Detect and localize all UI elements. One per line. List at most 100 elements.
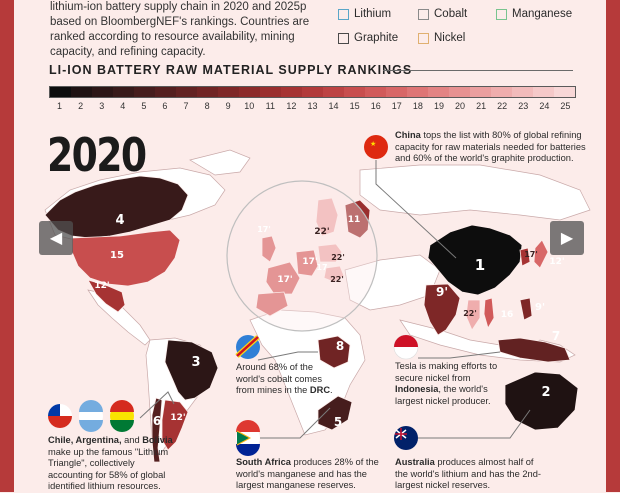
rank-label-drc: 8: [336, 339, 344, 353]
cobalt-swatch: [418, 8, 429, 20]
scale-label-5: 5: [141, 101, 147, 111]
country-drc: [317, 335, 351, 369]
rank-label-poland: 22': [331, 253, 345, 262]
next-button[interactable]: ▶: [550, 221, 584, 255]
lithium-triangle-annotation: Chile, Argentina, and Bolivia make up th…: [48, 435, 178, 493]
scale-label-15: 15: [349, 101, 360, 111]
rank-label-india: 9': [436, 285, 448, 299]
rank-label-mexico: 12': [94, 281, 109, 291]
scale-label-22: 22: [497, 101, 508, 111]
scale-label-11: 11: [265, 101, 275, 111]
china-annotation-text: tops the list with 80% of global refinin…: [395, 130, 586, 163]
legend-nickel: Nickel: [418, 32, 465, 44]
legend-label: Manganese: [512, 8, 573, 20]
australia-leader-line: [418, 409, 531, 439]
scale-swatch-15: [344, 87, 365, 97]
south-africa-text: produces 28% of the world's manganese an…: [236, 457, 379, 490]
country-germany: [295, 249, 319, 277]
country-chile: [151, 397, 163, 463]
australia-bold: Australia: [395, 457, 435, 467]
scale-swatch-3: [92, 87, 113, 97]
rank-label-germany: 17: [316, 263, 327, 272]
scale-label-24: 24: [539, 101, 550, 111]
south-africa-bold: South Africa: [236, 457, 291, 467]
legend-label: Cobalt: [434, 8, 468, 20]
triangle-and: and: [121, 435, 143, 445]
country-south-africa: [317, 395, 353, 431]
left-border: [0, 0, 14, 492]
country-spain: [255, 291, 289, 317]
scale-label-25: 25: [560, 101, 571, 111]
chile-flag-icon: [48, 404, 72, 428]
nickel-swatch: [418, 32, 429, 44]
scale-swatch-7: [176, 87, 197, 97]
scale-label-2: 2: [78, 101, 84, 111]
europe-zoom-circle: [226, 180, 378, 332]
scale-swatch-14: [323, 87, 344, 97]
scale-label-21: 21: [476, 101, 487, 111]
country-hungary: [323, 265, 345, 283]
scale-label-9: 9: [225, 101, 231, 111]
drc-annotation: Around 68% of the world's cobalt comes f…: [236, 362, 342, 397]
indonesia-leader-line: [418, 351, 501, 359]
scale-swatch-1: [50, 87, 71, 97]
scale-label-12: 12: [286, 101, 297, 111]
country-finland: [315, 197, 339, 237]
scale-swatch-18: [407, 87, 428, 97]
scale-label-4: 4: [120, 101, 126, 111]
tesla-annotation-text: Tesla is making efforts to secure nickel…: [395, 361, 498, 383]
triangle-bold-countries: Chile, Argentina,: [48, 435, 122, 445]
legend-lithium: Lithium: [338, 8, 391, 20]
rank-label-australia: 2: [541, 385, 550, 400]
chevron-left-icon: ◀: [49, 230, 63, 247]
scale-swatch-11: [260, 87, 281, 97]
scale-swatch-8: [197, 87, 218, 97]
country-mexico: [87, 279, 126, 313]
rank-label-south-africa: 5: [334, 415, 342, 429]
year-heading: 2020: [47, 128, 147, 182]
triangle-bold-bolivia: Bolivia: [142, 435, 173, 445]
tesla-annotation: Tesla is making efforts to secure nickel…: [395, 361, 505, 407]
rank-label-brazil: 3: [191, 355, 200, 370]
right-border: [606, 0, 620, 492]
lithium-swatch: [338, 8, 349, 20]
rank-label-argentina: 12': [170, 413, 185, 423]
rank-label-france: 17': [302, 257, 317, 267]
country-vietnam: [483, 297, 495, 329]
country-russia: [344, 199, 371, 239]
china-annotation-bold: China: [395, 130, 421, 140]
scale-swatch-20: [449, 87, 470, 97]
scale-label-7: 7: [183, 101, 189, 111]
triangle-leader-line: [139, 391, 175, 419]
rank-label-spain: 17': [277, 275, 292, 285]
country-france: [265, 261, 301, 295]
scale-label-6: 6: [162, 101, 168, 111]
indonesia-flag-icon: [393, 334, 419, 360]
rank-label-south-korea: 12': [549, 257, 564, 267]
scale-swatch-10: [239, 87, 260, 97]
scale-label-20: 20: [455, 101, 466, 111]
country-south-korea: [519, 247, 531, 267]
legend-cobalt: Cobalt: [418, 8, 467, 20]
rank-label-finland: 22': [314, 227, 329, 237]
country-china: [427, 224, 523, 296]
south-africa-flag-icon: [236, 420, 260, 456]
argentina-flag-icon: [79, 400, 103, 432]
china-leader-line: [375, 160, 457, 259]
drc-annotation-text: Around 68% of the world's cobalt comes f…: [236, 362, 322, 395]
scale-swatch-4: [113, 87, 134, 97]
china-flag-icon: ★: [364, 135, 388, 159]
scale-swatch-9: [218, 87, 239, 97]
rank-label-philippines: 9': [535, 302, 545, 313]
svg-text:★: ★: [370, 140, 376, 148]
rank-label-united-states: 15: [110, 250, 124, 261]
tesla-annotation-end: , the world's largest nickel producer.: [395, 384, 491, 406]
rank-label-china: 1: [475, 256, 485, 274]
scale-swatch-25: [554, 87, 575, 97]
south-africa-leader-line: [250, 407, 331, 439]
drc-leader-line: [257, 351, 318, 361]
rank-label-chile: 6: [153, 414, 161, 428]
scale-label-23: 23: [518, 101, 529, 111]
prev-button[interactable]: ◀: [39, 221, 73, 255]
scale-swatch-23: [512, 87, 533, 97]
